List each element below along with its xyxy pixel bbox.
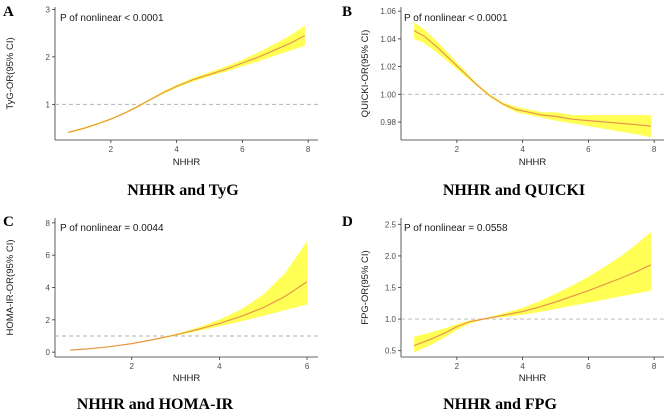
y-tick-label: 4 [46, 284, 51, 293]
panel-caption: NHHR and FPG [443, 396, 557, 413]
x-tick-label: 4 [174, 145, 179, 154]
x-tick-label: 4 [520, 145, 525, 154]
y-tick-label: 0.98 [380, 118, 396, 127]
ci-band [70, 241, 307, 351]
y-tick-label: 2 [46, 316, 51, 325]
y-axis-title: FPG-OR(95% CI) [360, 250, 371, 324]
y-tick-label: 1.02 [380, 63, 396, 72]
y-tick-label: 0 [46, 348, 51, 357]
y-tick-label: 0.5 [385, 347, 397, 356]
ci-band [68, 25, 305, 134]
panel-c: C 0 2 4 6 8 2 4 6 P of nonlinear = 0.0044 NHHR HOMA… [3, 214, 318, 413]
x-tick-label: 6 [586, 362, 591, 371]
x-tick-label: 2 [129, 362, 134, 371]
x-tick-label: 2 [455, 145, 460, 154]
or-line [413, 264, 652, 347]
ci-band [414, 22, 651, 138]
panel-caption: NHHR and TyG [127, 182, 239, 199]
x-tick-label: 6 [305, 362, 310, 371]
y-tick-label: 1.5 [385, 284, 397, 293]
x-tick-label: 2 [455, 362, 460, 371]
y-tick-label: 1.0 [385, 315, 397, 324]
y-tick-label: 1 [46, 100, 51, 109]
y-axis-title: QUICKI-OR(95% CI) [360, 30, 371, 118]
panel-letter: A [3, 4, 14, 20]
panel-letter: D [342, 214, 353, 230]
y-tick-label: 8 [46, 219, 51, 228]
x-tick-label: 8 [652, 362, 657, 371]
x-tick-label: 4 [217, 362, 222, 371]
x-axis-title: NHHR [519, 373, 547, 384]
panel-b: B 0.98 1.00 1.02 1.04 1.06 2 4 6 8 P of nonlinear … [342, 4, 664, 199]
nonlinear-annotation: P of nonlinear < 0.0001 [60, 13, 164, 24]
y-tick-label: 3 [46, 5, 51, 14]
y-tick-label: 2 [46, 53, 51, 62]
ci-band [414, 231, 651, 353]
x-axis-title: NHHR [173, 157, 201, 168]
panel-letter: B [342, 4, 352, 20]
nonlinear-annotation: P of nonlinear = 0.0558 [404, 223, 508, 234]
y-tick-label: 1.00 [380, 90, 396, 99]
x-tick-label: 6 [586, 145, 591, 154]
y-axis-title: HOMA-IR-OR(95% CI) [5, 239, 16, 335]
x-tick-label: 8 [652, 145, 657, 154]
y-tick-label: 1.04 [380, 35, 396, 44]
x-tick-label: 2 [109, 145, 114, 154]
y-axis-title: TyG-OR(95% CI) [5, 37, 16, 109]
y-tick-label: 1.06 [380, 7, 396, 16]
nonlinear-annotation: P of nonlinear < 0.0001 [404, 13, 508, 24]
y-tick-label: 2.5 [385, 220, 397, 229]
panel-a: A 1 2 3 2 4 6 8 P of nonlinear < 0.0001 NHHR TyG-O… [3, 4, 318, 199]
or-line [413, 30, 651, 127]
x-tick-label: 6 [240, 145, 245, 154]
panel-d: D 0.5 1.0 1.5 2.0 2.5 2 4 6 8 P of nonlinear = 0.0… [342, 214, 664, 413]
x-tick-label: 4 [520, 362, 525, 371]
y-tick-label: 6 [46, 251, 51, 260]
panel-caption: NHHR and QUICKI [443, 182, 585, 199]
nonlinear-annotation: P of nonlinear = 0.0044 [60, 223, 164, 234]
or-line [70, 281, 308, 351]
x-axis-title: NHHR [173, 373, 201, 384]
x-tick-label: 8 [306, 145, 311, 154]
panel-caption: NHHR and HOMA-IR [77, 396, 234, 413]
y-tick-label: 2.0 [385, 252, 397, 261]
or-line [68, 34, 306, 133]
x-axis-title: NHHR [519, 157, 547, 168]
panel-letter: C [3, 214, 14, 230]
